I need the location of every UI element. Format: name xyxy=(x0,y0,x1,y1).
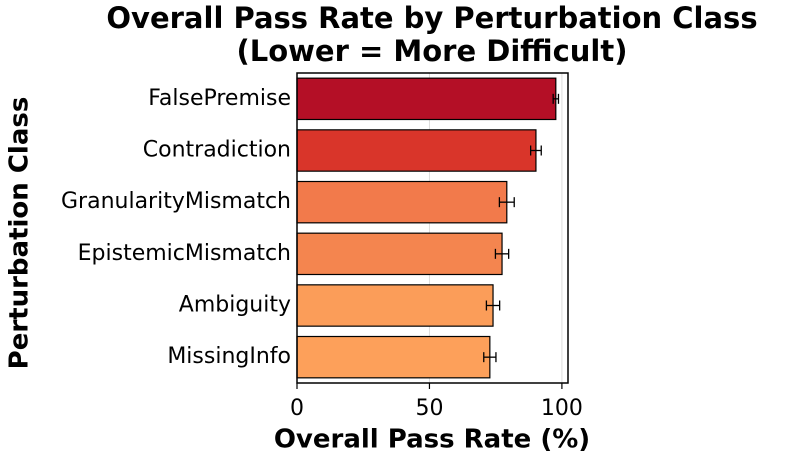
error-bar xyxy=(498,197,515,208)
y-tick-label: MissingInfo xyxy=(167,344,291,369)
chart-title: Overall Pass Rate by Perturbation Class xyxy=(106,1,757,35)
y-tick-label: Ambiguity xyxy=(179,293,291,318)
x-tick-label: 50 xyxy=(415,396,443,421)
bar xyxy=(296,180,508,224)
bar xyxy=(296,129,537,172)
y-tick-label: EpistemicMismatch xyxy=(78,241,291,266)
x-tick-label: 0 xyxy=(290,396,304,421)
error-bar xyxy=(552,93,560,104)
x-tick-label: 100 xyxy=(541,396,583,421)
marks xyxy=(296,77,560,379)
error-bar xyxy=(529,145,542,156)
bar xyxy=(296,77,557,121)
bar xyxy=(296,335,491,379)
plot-frame xyxy=(296,72,569,384)
y-tick-label: Contradiction xyxy=(143,138,291,163)
bar xyxy=(296,284,494,327)
error-bar xyxy=(485,300,501,311)
error-bar xyxy=(494,248,510,259)
error-bar xyxy=(483,352,497,363)
y-tick-label: GranularityMismatch xyxy=(61,189,291,214)
y-tick-label: FalsePremise xyxy=(148,86,291,111)
chart-subtitle: (Lower = More Difficult) xyxy=(236,34,627,68)
bar xyxy=(296,232,503,276)
x-axis-label: Overall Pass Rate (%) xyxy=(274,425,590,455)
y-axis-label: Perturbation Class xyxy=(5,97,35,370)
